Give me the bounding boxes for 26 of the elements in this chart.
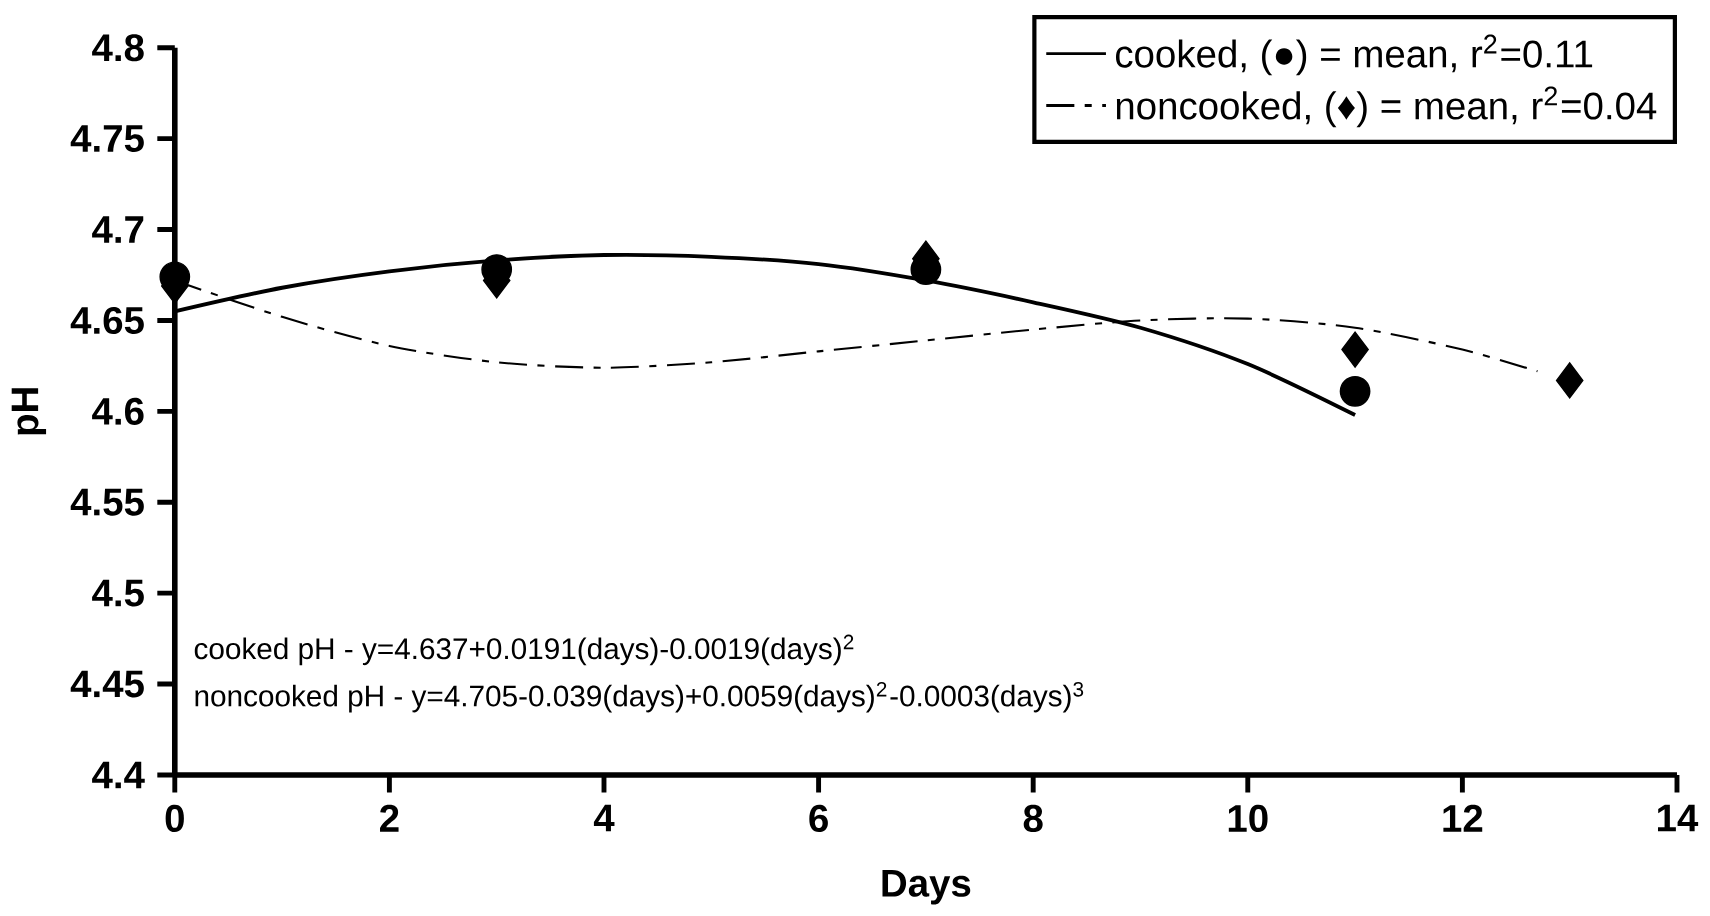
x-tick-label: 6	[809, 804, 828, 832]
annotation: noncooked pH - y=4.705-0.039(days)+0.0059(days)$^{2}$-0.0003(days)$^{3}$	[195, 681, 1084, 713]
legend-label: noncooked, (♦) = mean, r$^{2}$=0.04	[1116, 86, 1657, 128]
y-axis-title: pH	[11, 388, 47, 435]
x-tick-label: 0	[165, 804, 184, 832]
x-tick-label: 12	[1443, 804, 1483, 832]
point	[1555, 362, 1584, 399]
y-tick-label: 4.4	[92, 761, 145, 789]
x-tick-label: 14	[1658, 804, 1699, 832]
x-axis-title: Days	[882, 870, 971, 905]
y-tick-label: 4.7	[92, 216, 144, 243]
point	[1339, 375, 1371, 407]
x-tick-label: 10	[1228, 804, 1268, 832]
x-tick-label: 8	[1023, 804, 1043, 832]
y-tick-label: 4.8	[92, 34, 144, 62]
y-tick-label: 4.45	[70, 670, 144, 698]
annotation: cooked pH - y=4.637+0.0191(days)-0.0019(days)$^{2}$	[194, 634, 854, 666]
y-tick-label: 4.55	[70, 488, 144, 516]
y-tick-label: 4.75	[70, 125, 144, 153]
x-tick-label: 2	[380, 804, 399, 832]
legend-label: cooked, (●) = mean, r$^{2}$=0.11	[1115, 34, 1593, 76]
y-tick-label: 4.65	[70, 306, 144, 335]
x-tick-label: 4	[593, 804, 615, 832]
y-tick-label: 4.6	[92, 397, 144, 425]
point	[1341, 331, 1369, 368]
y-tick-label: 4.5	[92, 579, 144, 607]
